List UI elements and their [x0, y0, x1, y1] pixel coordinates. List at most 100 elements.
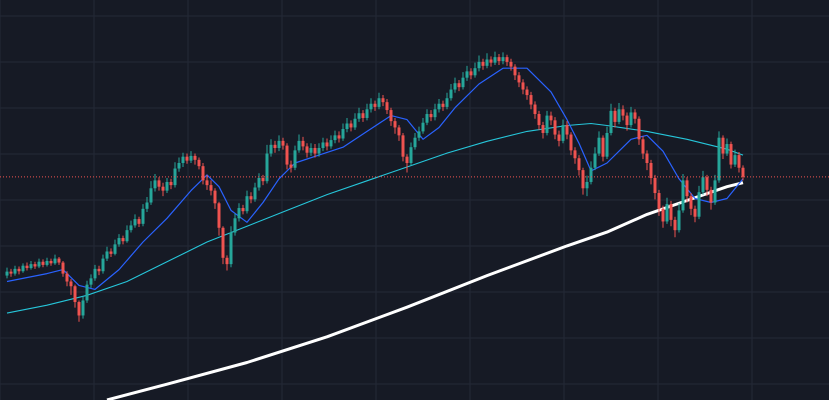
candle-6 [29, 260, 33, 270]
candle-body [117, 238, 121, 245]
candle-160 [645, 150, 649, 171]
candle-132 [533, 101, 537, 119]
candle-66 [269, 139, 273, 157]
candle-body [449, 89, 453, 99]
candle-body [297, 140, 301, 151]
candle-166 [669, 200, 673, 227]
candle-98 [397, 125, 401, 141]
candle-18 [77, 300, 81, 322]
candle-body [629, 112, 633, 126]
candle-body [185, 156, 189, 161]
candle-body [485, 59, 489, 66]
candle-39 [161, 182, 165, 197]
candle-body [361, 113, 365, 118]
candle-29 [121, 235, 125, 245]
candle-40 [165, 178, 169, 194]
candle-172 [693, 205, 697, 223]
candle-body [189, 155, 193, 161]
candle-73 [297, 134, 301, 153]
candle-9 [41, 259, 45, 268]
candle-body [381, 98, 385, 103]
candle-60 [245, 190, 249, 214]
candle-92 [373, 100, 377, 111]
candle-124 [501, 52, 505, 65]
candle-149 [601, 135, 605, 162]
candle-90 [365, 103, 369, 121]
candle-body [37, 261, 41, 267]
candle-body [69, 281, 73, 287]
candle-body [685, 180, 689, 197]
candle-77 [313, 144, 317, 158]
candle-body [101, 258, 105, 272]
candle-53 [217, 201, 221, 236]
candle-body [589, 167, 593, 182]
candle-129 [521, 79, 525, 95]
candle-54 [221, 226, 225, 265]
candle-body [341, 129, 345, 139]
candle-body [725, 144, 729, 154]
candle-body [689, 196, 693, 209]
candle-body [741, 167, 745, 177]
candle-127 [513, 64, 517, 81]
candle-74 [301, 136, 305, 151]
candle-152 [613, 107, 617, 128]
candle-body [129, 225, 133, 231]
candle-52 [213, 188, 217, 209]
candle-13 [57, 257, 61, 265]
candle-body [145, 202, 149, 209]
candle-body [737, 155, 741, 168]
candle-38 [157, 177, 161, 191]
candle-body [477, 61, 481, 69]
candle-153 [617, 102, 621, 125]
candle-107 [433, 103, 437, 121]
candle-body [505, 57, 509, 62]
candle-body [345, 123, 349, 130]
candle-61 [249, 192, 253, 204]
candle-body [421, 122, 425, 132]
candle-body [93, 268, 97, 279]
candle-76 [309, 143, 313, 156]
candle-20 [85, 280, 89, 303]
candle-118 [477, 55, 481, 72]
candle-120 [485, 53, 489, 69]
candle-48 [197, 157, 201, 170]
candle-11 [49, 258, 53, 266]
candle-113 [457, 80, 461, 92]
candle-87 [353, 113, 357, 130]
candle-182 [733, 149, 737, 167]
candle-body [133, 219, 137, 226]
candle-103 [417, 126, 421, 141]
candle-body [621, 109, 625, 116]
candle-body [205, 180, 209, 186]
candle-139 [561, 119, 565, 144]
candle-body [661, 208, 665, 222]
candle-70 [285, 143, 289, 170]
candle-body [349, 123, 353, 128]
candle-135 [545, 110, 549, 136]
candle-body [17, 268, 21, 272]
candle-body [353, 118, 357, 128]
candle-body [497, 57, 501, 62]
candle-46 [189, 151, 193, 163]
candle-143 [577, 155, 581, 176]
candle-109 [441, 100, 445, 111]
candle-body [13, 268, 17, 274]
candle-167 [673, 216, 677, 238]
candle-22 [93, 264, 97, 281]
candle-body [385, 102, 389, 111]
candle-41 [169, 178, 173, 190]
candle-97 [393, 117, 397, 134]
candle-99 [401, 132, 405, 162]
candle-33 [137, 216, 141, 227]
candle-30 [125, 225, 129, 243]
candle-body [405, 156, 409, 163]
candle-158 [637, 116, 641, 145]
candle-161 [649, 159, 653, 185]
candle-50 [205, 174, 209, 190]
candle-body [309, 147, 313, 153]
candle-78 [317, 143, 321, 157]
candle-body [553, 120, 557, 135]
